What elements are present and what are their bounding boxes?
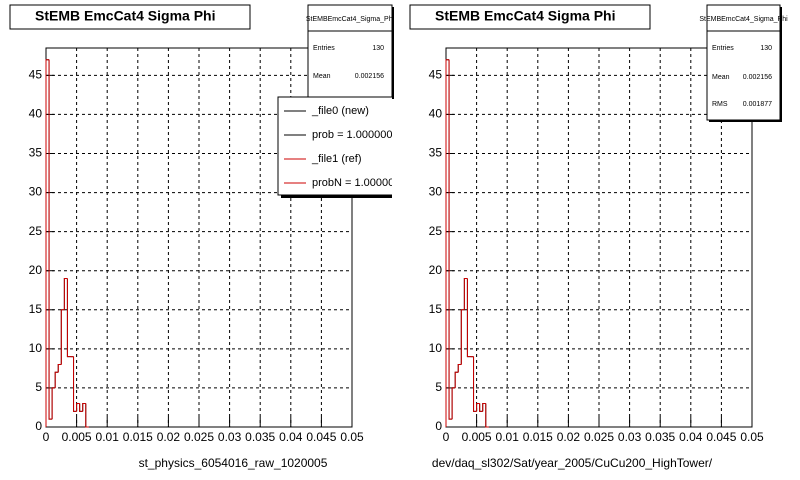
histogram-bin [482, 403, 486, 412]
histogram-bin [457, 363, 462, 373]
histogram-bin [476, 403, 480, 412]
histogram-bin [82, 403, 86, 412]
y-tick-label: 5 [35, 380, 42, 394]
x-tick-label: 0.05 [340, 430, 364, 444]
x-axis-label: st_physics_6054016_raw_1020005 [139, 456, 328, 470]
stats-label: Mean [712, 74, 730, 81]
x-tick-label: 0.04 [279, 430, 303, 444]
stats-value: 0.002156 [355, 73, 384, 80]
stats-value: 0.002156 [743, 74, 772, 81]
stats-title: StEMBEmcCat4_Sigma_Phi [699, 16, 788, 23]
histogram-bin [57, 363, 62, 373]
x-axis-label: dev/daq_sl302/Sat/year_2005/CuCu200_High… [432, 456, 713, 470]
x-tick-label: 0 [443, 430, 450, 444]
stats-value: 0.001877 [743, 101, 772, 108]
x-tick-label: 0.025 [184, 430, 214, 444]
x-tick-label: 0.045 [306, 430, 336, 444]
y-tick-label: 40 [429, 107, 443, 121]
x-tick-label: 0.025 [584, 430, 614, 444]
x-tick-label: 0.035 [645, 430, 675, 444]
y-tick-label: 25 [29, 224, 43, 238]
x-tick-label: 0.01 [496, 430, 520, 444]
stats-label: Entries [313, 45, 335, 52]
title-box [9, 4, 251, 30]
histogram-bin [448, 59, 453, 420]
legend-label: prob = 1.000000 [312, 129, 392, 141]
x-tick-label: 0.045 [706, 430, 736, 444]
histogram-bin [66, 278, 71, 358]
stats-label: RMS [712, 101, 728, 108]
plot-frame [445, 47, 753, 428]
y-tick-label: 35 [29, 146, 43, 160]
stats-box [706, 4, 781, 121]
y-tick-label: 40 [29, 107, 43, 121]
histogram-bin [485, 403, 489, 428]
title-box [409, 4, 651, 30]
histogram-bin [76, 403, 80, 412]
histogram-bin [79, 403, 83, 412]
x-tick-label: 0.035 [245, 430, 275, 444]
chart-title: StEMB EmcCat4 Sigma Phi [435, 8, 616, 24]
y-tick-label: 10 [429, 341, 443, 355]
histogram-bin [85, 403, 89, 428]
y-tick-label: 0 [35, 419, 42, 433]
legend: _file0 (new) prob = 1.000000 _file1 (ref) p… [277, 96, 394, 198]
y-tick-label: 5 [435, 380, 442, 394]
legend-label: _file0 (new) [311, 105, 369, 117]
y-tick-label: 0 [435, 419, 442, 433]
x-tick-label: 0.04 [679, 430, 703, 444]
x-tick-label: 0.05 [740, 430, 764, 444]
y-tick-label: 15 [29, 302, 43, 316]
histogram-bin [73, 356, 77, 412]
stats-label: Mean [313, 73, 331, 80]
histogram-bin [45, 59, 50, 427]
x-tick-label: 0.015 [523, 430, 553, 444]
histogram-bin [48, 59, 53, 420]
stats-value: 130 [760, 45, 772, 52]
y-tick-label: 10 [29, 341, 43, 355]
x-tick-label: 0.015 [123, 430, 153, 444]
histogram-bin [466, 278, 471, 358]
y-tick-label: 15 [429, 302, 443, 316]
chart-title: StEMB EmcCat4 Sigma Phi [35, 8, 216, 24]
histogram-bin [479, 403, 483, 412]
legend-box [277, 96, 392, 196]
histogram-bin [473, 356, 477, 412]
stats-title: StEMBEmcCat4_Sigma_Phi [306, 16, 395, 23]
x-tick-label: 0.02 [157, 430, 181, 444]
legend-label: probN = 1.00000 [312, 177, 394, 189]
x-tick-label: 0.01 [96, 430, 120, 444]
histogram-bin [463, 278, 468, 310]
histogram-bin [54, 371, 59, 388]
x-tick-label: 0.03 [218, 430, 242, 444]
legend-label: _file1 (ref) [311, 153, 362, 165]
x-tick-label: 0.005 [462, 430, 492, 444]
y-tick-label: 45 [429, 68, 443, 82]
x-tick-label: 0.005 [62, 430, 92, 444]
y-tick-label: 20 [29, 263, 43, 277]
histogram-bin [60, 309, 65, 365]
x-tick-label: 0 [43, 430, 50, 444]
stats-value: 130 [372, 45, 384, 52]
histogram-bin [63, 278, 68, 310]
histogram-bin [445, 59, 450, 427]
stats-label: Entries [712, 45, 734, 52]
histogram-bin [460, 309, 465, 365]
x-tick-label: 0.03 [618, 430, 642, 444]
y-tick-label: 25 [429, 224, 443, 238]
y-tick-label: 20 [429, 263, 443, 277]
x-tick-label: 0.02 [557, 430, 581, 444]
histogram-bin [451, 387, 456, 420]
histogram-bin [454, 371, 459, 388]
y-tick-label: 30 [29, 185, 43, 199]
y-tick-label: 45 [29, 68, 43, 82]
histogram-bin [51, 387, 56, 420]
y-tick-label: 30 [429, 185, 443, 199]
y-tick-label: 35 [429, 146, 443, 160]
